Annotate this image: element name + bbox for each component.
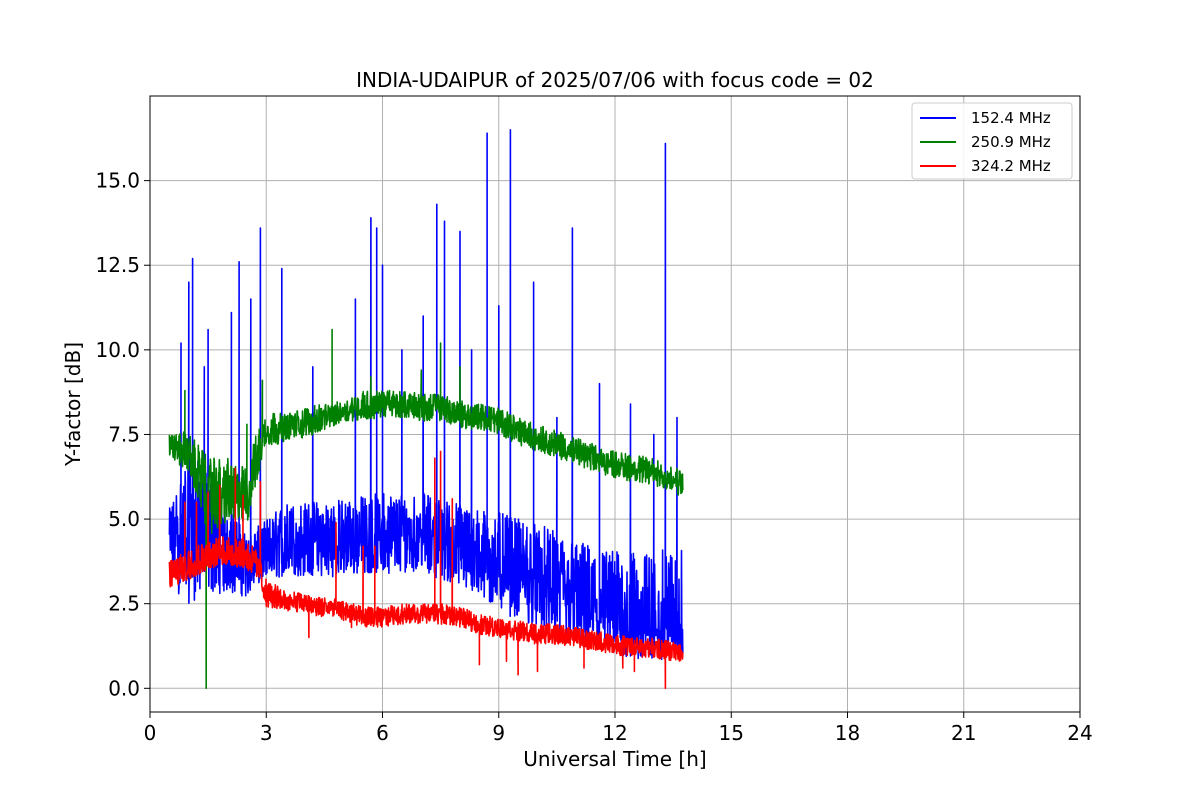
y-tick-label: 0.0 [108, 676, 140, 700]
legend-label: 152.4 MHz [971, 109, 1051, 127]
axes: 0 3 6 9 12 15 18 21 24 0.0 2.5 5.0 7.5 10.0 12.5 15.0 [95, 169, 1092, 745]
x-tick-label: 18 [835, 721, 860, 745]
x-tick-label: 24 [1067, 721, 1092, 745]
y-tick-label: 12.5 [95, 253, 140, 277]
y-tick-label: 7.5 [108, 422, 140, 446]
y-tick-label: 2.5 [108, 592, 140, 616]
chart-title: INDIA-UDAIPUR of 2025/07/06 with focus c… [356, 68, 874, 92]
x-tick-label: 15 [719, 721, 744, 745]
legend: 152.4 MHz 250.9 MHz 324.2 MHz [911, 102, 1073, 180]
x-tick-label: 12 [602, 721, 627, 745]
series-3 [168, 450, 684, 690]
series-line [168, 328, 684, 690]
x-tick-label: 9 [492, 721, 505, 745]
y-tick-label: 5.0 [108, 507, 140, 531]
x-tick-label: 21 [951, 721, 976, 745]
plot-series [168, 129, 684, 690]
x-tick-label: 3 [260, 721, 273, 745]
y-tick-label: 10.0 [95, 338, 140, 362]
x-tick-label: 0 [144, 721, 157, 745]
y-tick-label: 15.0 [95, 169, 140, 193]
x-tick-label: 6 [376, 721, 389, 745]
series-2 [168, 328, 684, 690]
y-axis-label: Y-factor [dB] [61, 342, 85, 467]
series-line [168, 450, 684, 690]
legend-label: 250.9 MHz [971, 133, 1051, 151]
legend-box [911, 102, 1073, 180]
legend-label: 324.2 MHz [971, 157, 1051, 175]
x-axis-label: Universal Time [h] [523, 747, 706, 771]
